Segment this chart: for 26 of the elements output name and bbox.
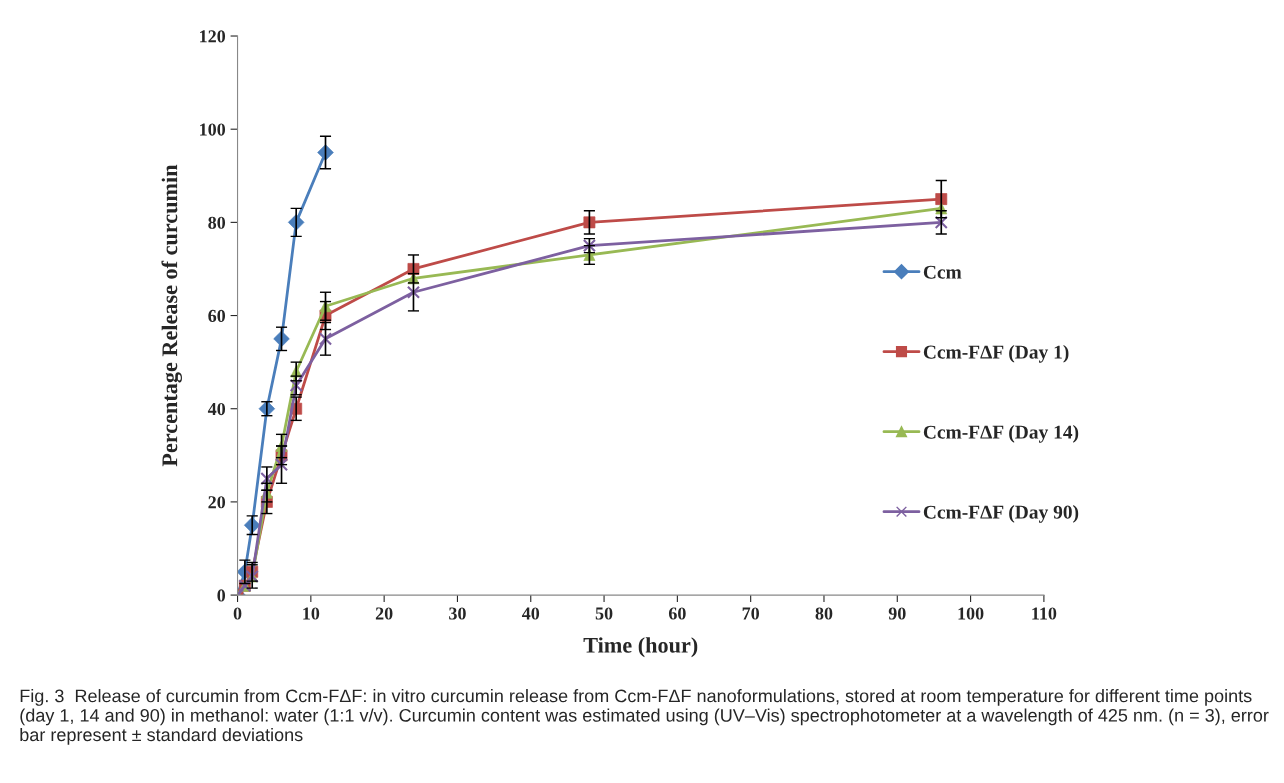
x-tick-label: 70 (742, 607, 760, 620)
legend-label: Ccm-FΔF (Day 14) (923, 425, 1079, 443)
x-tick-label: 90 (888, 607, 906, 620)
y-tick-label: 60 (208, 309, 226, 322)
x-axis-title: Time (hour) (583, 637, 698, 658)
legend-label: Ccm-FΔF (Day 90) (923, 505, 1079, 523)
x-tick-label: 20 (375, 607, 393, 620)
caption: Fig. 3 Release of curcumin from Ccm-FΔF: in vitro curcumin release from Ccm-FΔF nanoformulations, stored at room temperature for different time points (day 1, 14 and 90) in methanol: water (1:1 v/v). Curcumin content was estimated using (UV–Vis) spectrophotometer at a wavelength of 425 nm. (n = 3), error bar represent ± standard deviations (20, 689, 1269, 745)
y-tick-label: 40 (207, 402, 226, 416)
y-tick-label: 0 (217, 589, 226, 602)
y-tick-label: 80 (208, 216, 226, 229)
x-tick-label: 80 (815, 607, 833, 620)
x-tick-label: 30 (449, 607, 466, 620)
y-tick-label: 20 (208, 496, 226, 509)
legend-label: Ccm (923, 265, 962, 279)
x-tick-label: 60 (668, 607, 686, 620)
x-tick-label: 0 (233, 607, 242, 620)
x-tick-label: 40 (521, 607, 540, 620)
x-tick-label: 100 (958, 607, 984, 620)
legend-label: Ccm-FΔF (Day 1) (923, 344, 1069, 363)
x-tick-label: 10 (303, 607, 320, 620)
y-axis-title: Percentage Release of curcumin (161, 164, 182, 467)
x-tick-label: 50 (595, 607, 613, 620)
y-tick-label: 120 (200, 30, 226, 43)
x-tick-label: 110 (1032, 607, 1057, 620)
y-tick-label: 100 (200, 123, 226, 136)
